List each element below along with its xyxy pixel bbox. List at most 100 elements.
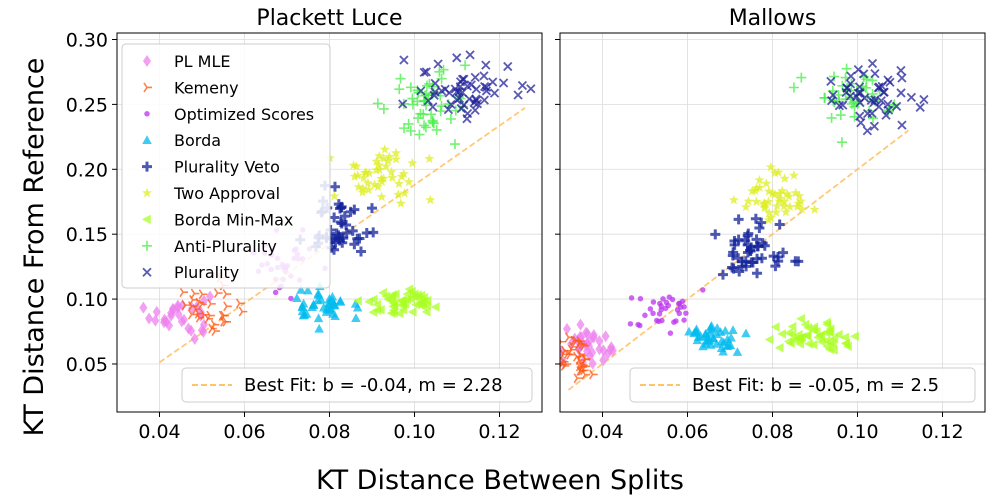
point-plurality [826,95,837,106]
point-kemeny [181,300,191,311]
point-plurality [897,120,907,130]
point-plurality [838,100,848,110]
point-kemeny [580,340,589,351]
point-borda [303,285,313,295]
series-two-approval [728,161,820,225]
point-two-approval [378,153,389,163]
point-optimized-scores [660,296,666,302]
point-two-approval [391,147,402,158]
point-pl-mle [599,354,608,367]
point-borda-min-max [800,319,810,330]
legend-label-borda-min-max: Borda Min-Max [174,210,293,229]
point-plurality [883,105,894,115]
point-two-approval [393,189,404,199]
point-plurality [443,104,454,115]
point-two-approval [809,204,820,214]
point-plurality [915,102,925,112]
point-plurality-veto [341,220,352,231]
point-plurality-veto [727,262,738,273]
point-anti-plurality [833,89,844,100]
point-anti-plurality [421,80,432,91]
point-two-approval [371,156,382,166]
point-borda-min-max [770,322,780,332]
point-pl-mle [588,357,597,370]
x-tick-label: 0.10 [836,421,878,443]
point-borda [314,323,324,333]
point-plurality [877,81,887,92]
point-borda [741,328,751,338]
point-two-approval [351,161,362,171]
point-two-approval [391,154,402,164]
point-two-approval [386,166,397,177]
point-borda-min-max [364,296,373,307]
legend-marker-borda-min-max [142,214,151,225]
point-kemeny [207,298,216,309]
point-two-approval [769,189,780,199]
point-pl-mle [187,324,196,337]
point-plurality-veto [757,238,768,249]
point-borda-min-max [416,290,426,301]
y-tick-label: 0.15 [66,224,108,246]
point-two-approval [398,168,409,179]
point-borda [732,347,743,356]
point-anti-plurality [449,139,460,150]
point-two-approval [364,168,375,178]
point-plurality [462,114,472,124]
y-tick-label: 0.30 [66,29,108,51]
point-borda [703,336,713,345]
point-anti-plurality [445,114,456,125]
point-two-approval [782,188,793,199]
point-anti-plurality [413,113,424,124]
point-two-approval [795,196,806,206]
series-borda [292,281,363,333]
point-plurality-veto [756,253,767,264]
point-plurality [834,101,844,111]
point-two-approval [379,144,390,154]
point-kemeny [542,360,550,369]
point-optimized-scores [272,289,279,296]
point-kemeny [560,338,567,345]
point-borda-min-max [407,307,417,317]
point-plurality-veto [727,250,738,261]
point-plurality-veto [717,269,728,280]
panel-title: Plackett Luce [256,6,402,31]
point-optimized-scores [666,294,673,300]
point-plurality [896,65,906,76]
point-borda [708,333,719,343]
point-two-approval [384,151,395,162]
point-plurality [855,97,865,108]
point-plurality [498,78,509,88]
point-anti-plurality [828,71,839,82]
point-two-approval [359,167,370,178]
figure-x-label: KT Distance Between Splits [316,465,684,496]
point-plurality-veto [368,227,379,238]
point-plurality [488,77,498,87]
point-optimized-scores [671,319,677,325]
point-plurality [867,108,877,118]
point-kemeny [562,359,572,369]
point-anti-plurality [394,84,405,95]
y-tick-label: 0.25 [66,94,108,116]
point-anti-plurality [419,120,430,131]
point-borda [335,296,346,305]
y-tick-label: 0.20 [66,159,108,181]
point-pl-mle [595,343,604,356]
point-anti-plurality [836,137,847,148]
point-optimized-scores [658,303,664,309]
fit-legend-label: Best Fit: b = -0.04, m = 2.28 [244,375,503,396]
point-borda [723,340,734,349]
point-plurality [452,95,462,105]
point-pl-mle [607,341,616,354]
point-plurality [906,92,917,102]
point-two-approval [387,172,398,183]
point-two-approval [353,181,364,192]
point-plurality [440,84,450,94]
point-pl-mle [589,328,598,341]
point-anti-plurality [841,63,852,74]
point-kemeny [223,301,232,312]
point-two-approval [381,161,392,171]
point-kemeny [581,354,591,365]
point-two-approval [779,173,790,183]
point-anti-plurality [399,123,410,134]
